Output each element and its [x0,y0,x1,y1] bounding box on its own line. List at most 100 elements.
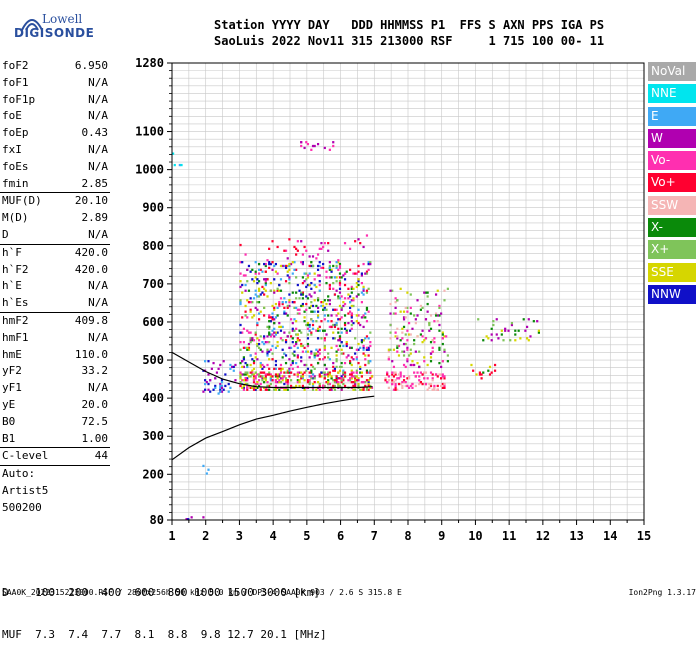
echo-point [350,291,353,294]
echo-point [261,350,264,353]
x-tick-label: 11 [502,529,516,543]
echo-point [239,323,242,327]
param-row: foEp 0.43 [0,125,110,142]
echo-point [281,325,284,329]
echo-point [392,388,396,391]
echo-point [364,354,367,357]
echo-point [291,337,294,340]
echo-point [355,285,358,289]
echo-point [532,320,535,323]
echo-point [264,289,267,292]
echo-point [327,299,330,302]
echo-point [338,377,342,380]
echo-point [291,360,294,363]
echo-point [423,371,426,374]
echo-point [261,270,264,273]
echo-point [355,358,358,361]
echo-point [419,371,422,374]
echo-point [335,266,338,270]
echo-point [350,369,353,372]
echo-point [409,363,412,367]
echo-point [244,253,247,256]
echo-point [406,329,409,332]
echo-point [490,339,493,342]
echo-point [251,316,254,319]
echo-point [337,371,340,374]
echo-point [256,337,259,340]
param-separator [0,447,110,449]
legend-entry: Vo+ [648,173,696,193]
echo-point [222,388,225,391]
echo-point [424,291,428,294]
echo-point [426,377,429,380]
echo-point [328,268,331,271]
echo-point [357,283,360,287]
echo-point [423,360,426,363]
echo-point [276,344,279,348]
echo-point [239,301,242,304]
echo-point [271,329,274,332]
echo-point [300,331,303,334]
echo-point [443,375,446,378]
echo-point [207,360,210,363]
echo-point [288,304,291,308]
param-row: h`F2 420.0 [0,262,110,279]
echo-point [414,384,417,388]
echo-point [293,245,296,249]
echo-point [323,329,326,332]
echo-point [359,388,362,391]
echo-point [527,318,530,321]
echo-point [268,262,271,266]
echo-point [438,314,441,317]
distance-row: D 100 200 400 600 800 1000 1500 3000 [km… [2,586,327,600]
echo-point [229,386,232,389]
echo-point [338,276,342,279]
echo-point [438,373,441,376]
echo-point [492,320,495,323]
echo-point [306,321,310,325]
echo-point [269,262,272,266]
echo-point [298,371,301,374]
param-row: foF1 N/A [0,75,110,92]
echo-point [241,261,244,264]
echo-point [306,337,310,340]
echo-point [286,304,289,308]
echo-point [295,306,298,310]
echo-point [296,249,299,252]
echo-point [316,268,320,271]
x-tick-label: 13 [569,529,583,543]
echo-point [497,337,500,340]
echo-point [249,371,252,374]
echo-point [286,371,289,374]
echo-point [254,272,257,275]
echo-point [441,382,444,386]
echo-point [252,386,256,389]
echo-point [293,301,296,304]
echo-point [291,352,294,355]
echo-point [291,291,294,294]
echo-point [300,342,303,346]
echo-point [359,241,362,245]
echo-point [402,379,406,382]
echo-point [249,375,252,378]
echo-point [387,350,390,353]
echo-point [413,342,416,346]
echo-point [295,341,298,344]
echo-point [202,390,205,393]
echo-point [365,371,369,374]
echo-point [342,352,345,355]
echo-point [367,346,370,350]
y-tick-label: 900 [142,201,164,215]
echo-point [273,321,276,325]
echo-point [357,314,360,317]
echo-point [296,339,299,342]
muf-value: 7.4 [55,628,89,641]
echo-point [320,337,323,340]
echo-point [350,363,353,367]
logo-text-digisonde: DIGISONDE [14,26,95,40]
echo-point [408,354,411,357]
echo-point [389,348,392,351]
echo-point [234,379,237,382]
echo-point [291,261,294,264]
echo-point [495,333,498,336]
